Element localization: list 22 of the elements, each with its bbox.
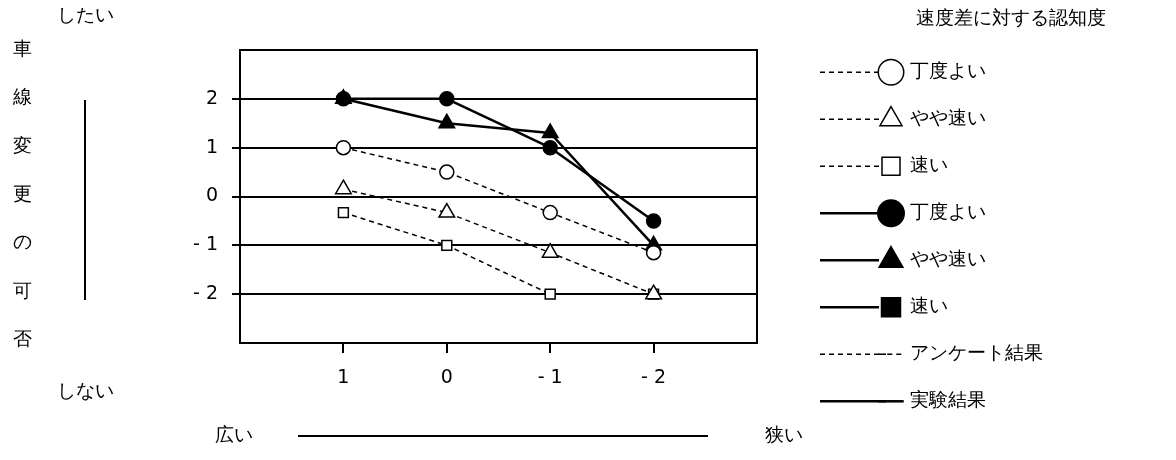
y-tick-label: 2 [205, 85, 218, 108]
text: 狭い [765, 422, 803, 445]
text: 車線変更の可否 [12, 36, 32, 349]
x-tick-label: - 2 [641, 365, 667, 388]
legend-label: 速い [909, 294, 948, 317]
y-tick-label: - 1 [193, 232, 218, 255]
y-tick-label: 1 [205, 134, 218, 157]
legend-label: 実験結果 [909, 388, 986, 411]
x-tick-label: 1 [337, 365, 350, 388]
text: しない [56, 378, 114, 401]
legend-title: 速度差に対する認知度 [916, 6, 1106, 29]
legend-label: 速い [909, 153, 948, 176]
legend-label: 丁度よい [909, 200, 986, 223]
y-tick-label: 0 [205, 183, 218, 206]
x-tick-label: - 1 [537, 365, 563, 388]
y-tick-label: - 2 [193, 281, 218, 304]
legend-label: やや速い [909, 247, 986, 270]
text: 広い [215, 422, 253, 445]
x-tick-label: 0 [440, 365, 453, 388]
legend-label: アンケート結果 [909, 341, 1043, 364]
legend-label: 丁度よい [909, 59, 986, 82]
legend-label: やや速い [909, 106, 986, 129]
